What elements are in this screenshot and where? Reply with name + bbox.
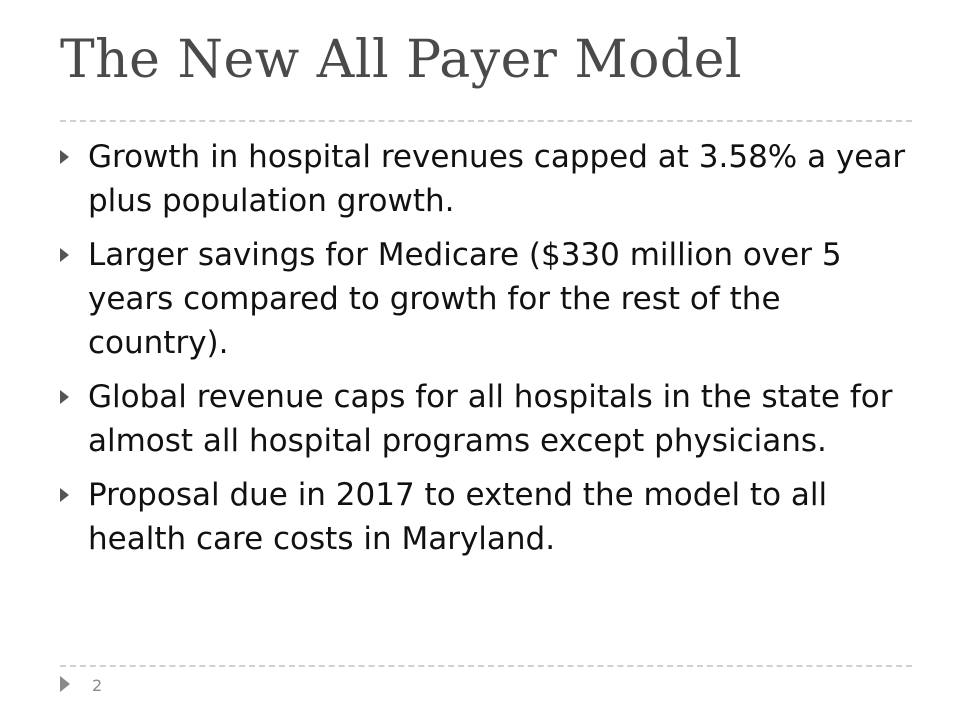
bullet-arrow-icon — [60, 150, 69, 164]
title-divider — [60, 120, 912, 122]
bullet-text: Proposal due in 2017 to extend the model… — [88, 477, 828, 557]
bullet-item: Global revenue caps for all hospitals in… — [60, 375, 920, 463]
bullet-arrow-icon — [60, 248, 69, 262]
page-number: 2 — [92, 676, 103, 695]
bullet-arrow-icon — [60, 488, 69, 502]
bullet-item: Proposal due in 2017 to extend the model… — [60, 473, 920, 561]
bullet-text: Global revenue caps for all hospitals in… — [88, 379, 893, 459]
bullet-list: Growth in hospital revenues capped at 3.… — [60, 135, 920, 571]
bullet-text: Growth in hospital revenues capped at 3.… — [88, 139, 906, 219]
slide-title: The New All Payer Model — [60, 30, 743, 90]
bullet-text: Larger savings for Medicare ($330 millio… — [88, 237, 842, 361]
bullet-arrow-icon — [60, 390, 69, 404]
bullet-item: Larger savings for Medicare ($330 millio… — [60, 233, 920, 365]
bullet-item: Growth in hospital revenues capped at 3.… — [60, 135, 920, 223]
footer-arrow-icon — [60, 676, 70, 692]
footer-divider — [60, 665, 912, 667]
